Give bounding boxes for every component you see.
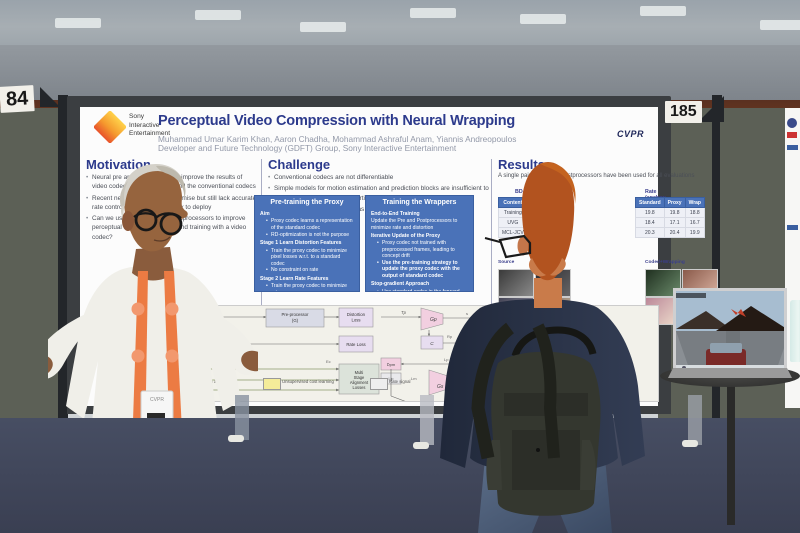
svg-text:Pre-processor: Pre-processor [282, 312, 310, 317]
svg-text:Gp: Gp [430, 317, 437, 323]
svg-text:C: C [430, 341, 434, 347]
svg-text:D̃pm: D̃pm [386, 362, 396, 367]
svg-text:Rate Loss: Rate Loss [346, 342, 365, 347]
svg-text:Tp: Tp [401, 310, 407, 315]
svg-text:CVPR: CVPR [150, 397, 164, 403]
svg-text:Loss: Loss [351, 318, 360, 323]
svg-text:Distortion: Distortion [347, 312, 366, 317]
svg-text:(G): (G) [292, 318, 299, 323]
svg-text:Losses: Losses [353, 385, 366, 390]
svg-text:Lm: Lm [411, 376, 417, 381]
svg-text:Ec: Ec [326, 359, 331, 364]
